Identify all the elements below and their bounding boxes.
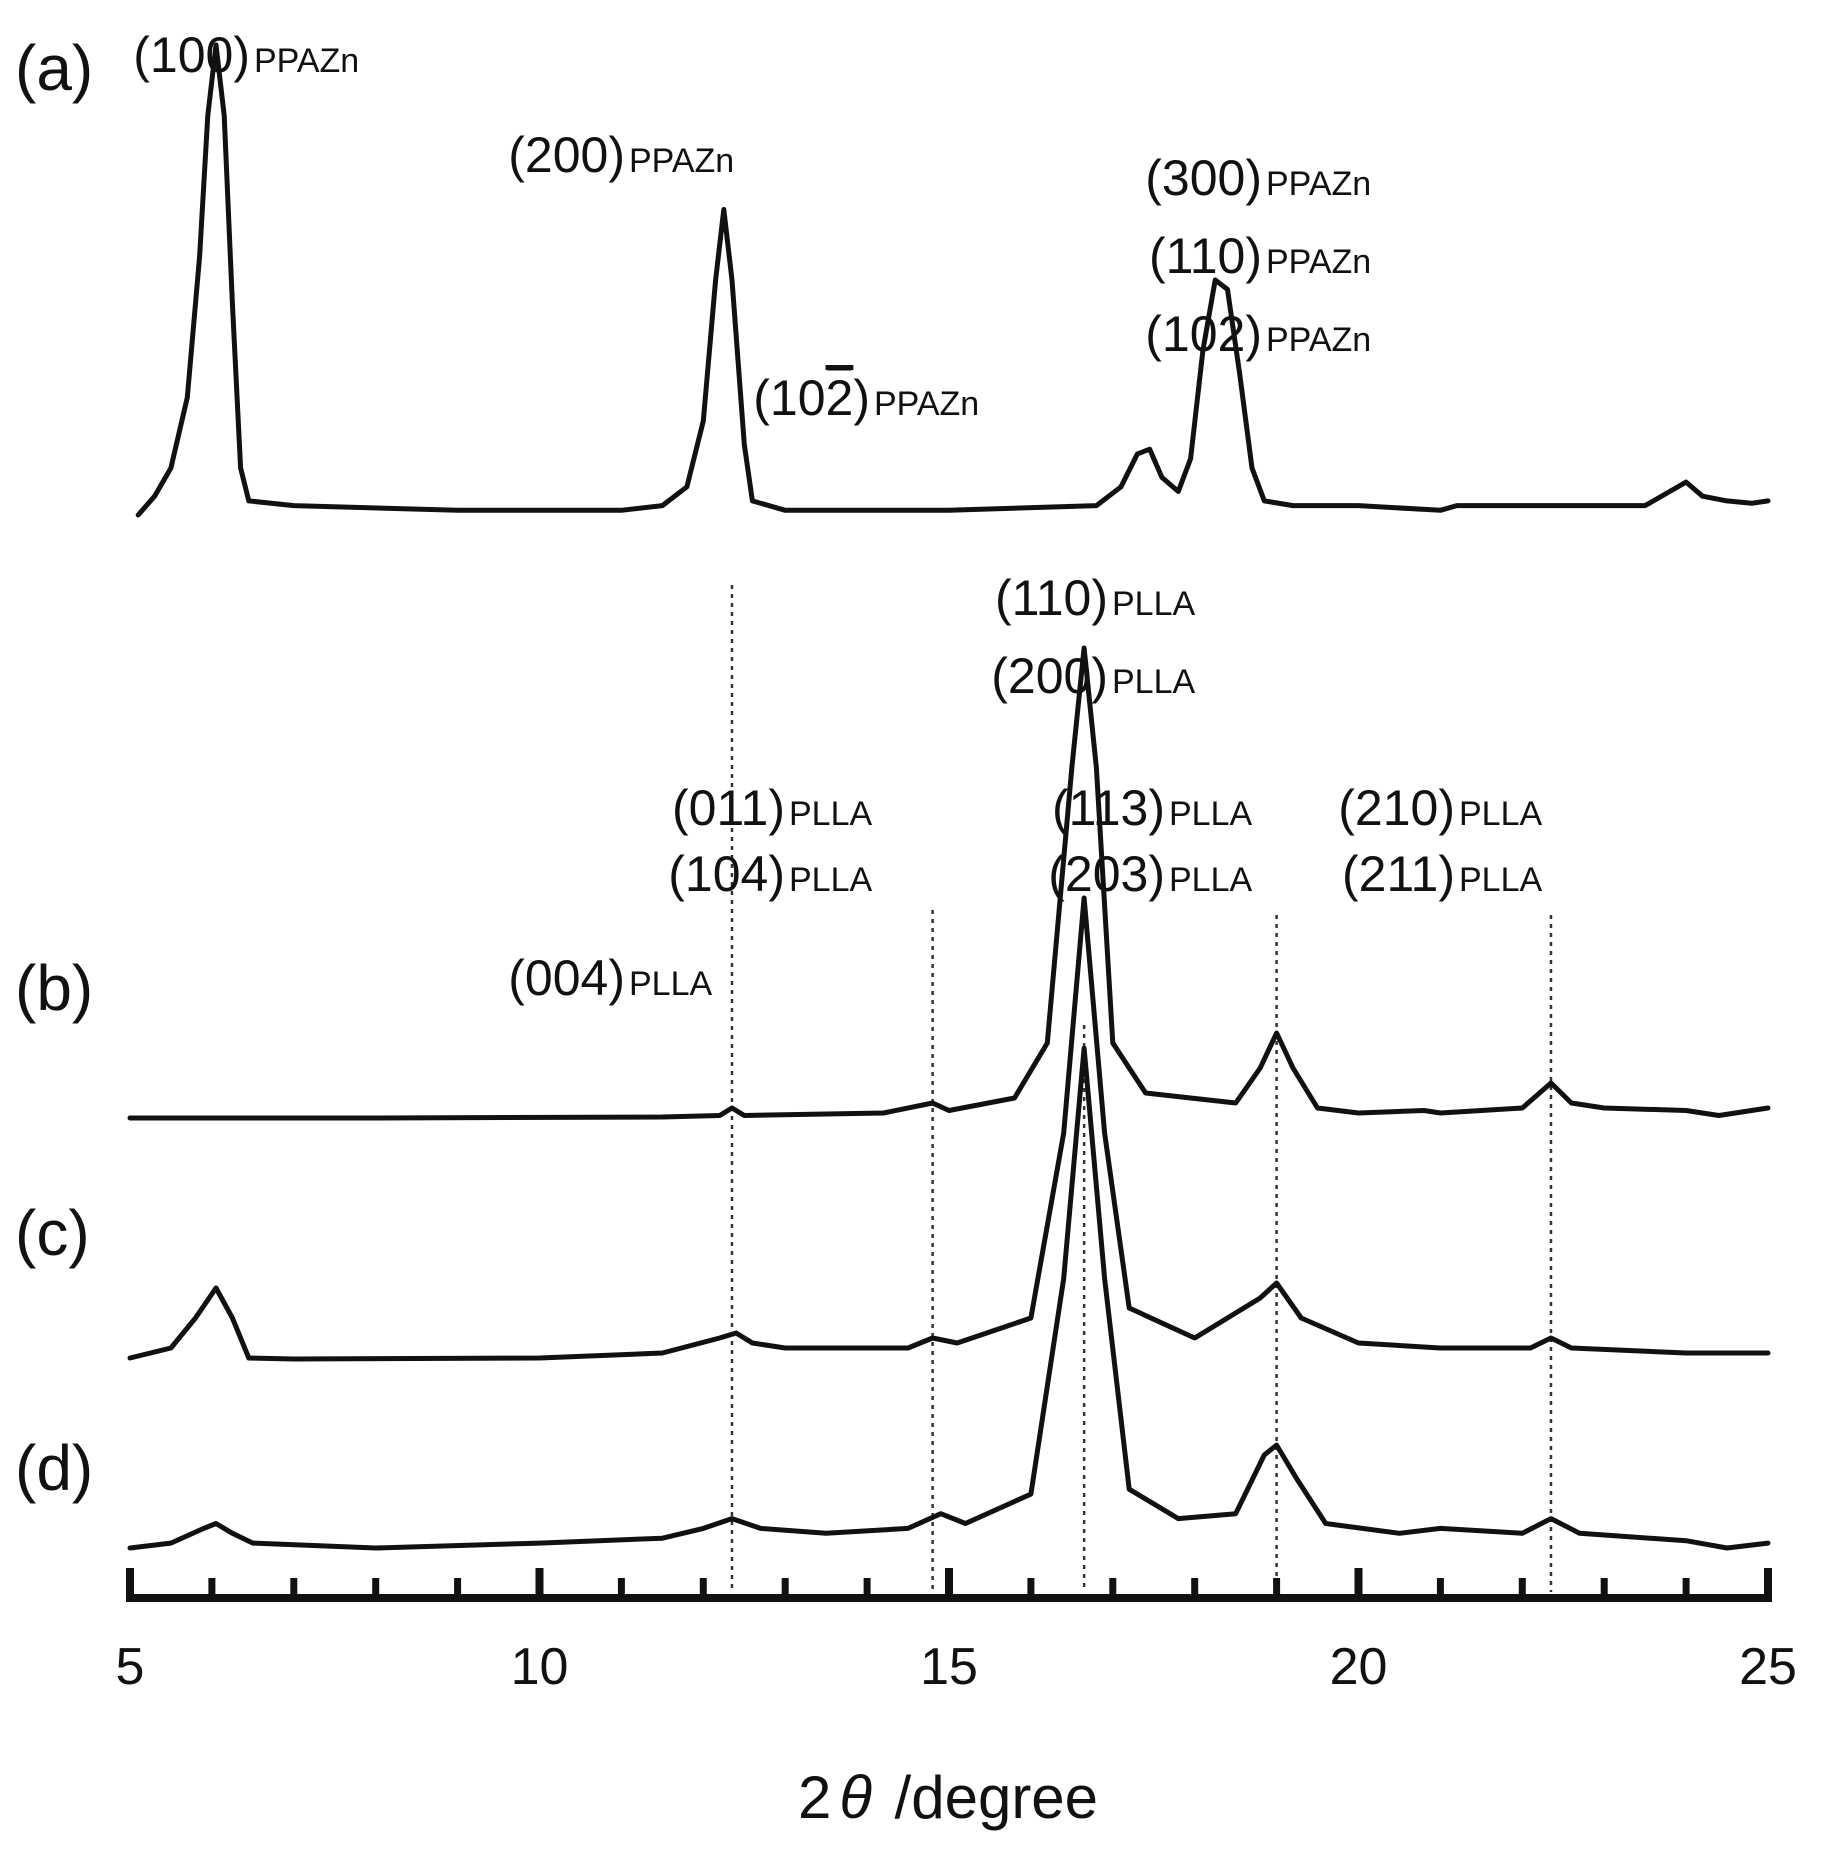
- x-tick-label: 20: [1330, 1638, 1388, 1696]
- peak-label-subscript: PLLA: [1112, 663, 1195, 701]
- peak-label-subscript: PPAZn: [1266, 243, 1371, 281]
- peak-label: (200): [508, 127, 625, 183]
- series-line: [127, 645, 1771, 1121]
- peak-label: (210): [1338, 780, 1455, 836]
- peak-label: (200): [991, 648, 1108, 704]
- x-tick-label: 5: [116, 1638, 145, 1696]
- peak-label-subscript: PLLA: [789, 861, 872, 899]
- peak-label-subscript: PPAZn: [629, 142, 734, 180]
- x-tick-label: 15: [920, 1638, 978, 1696]
- peak-label: (113): [1052, 780, 1165, 836]
- peak-label-subscript: PLLA: [789, 795, 872, 833]
- peak-label-subscript: PLLA: [1459, 795, 1542, 833]
- panel-label: (d): [15, 1432, 93, 1504]
- peak-label-subscript: PLLA: [1169, 861, 1252, 899]
- peak-label: (203): [1048, 846, 1165, 902]
- x-tick-label: 25: [1739, 1638, 1797, 1696]
- peak-label: (110): [995, 570, 1108, 626]
- series-line: [135, 42, 1771, 518]
- peak-label-subscript: PPAZn: [1266, 321, 1371, 359]
- x-tick-label: 10: [511, 1638, 569, 1696]
- peak-label: (211): [1342, 846, 1455, 902]
- peak-label: (011): [672, 780, 785, 836]
- peak-label: (102): [753, 370, 870, 426]
- peak-label-subscript: PLLA: [1112, 585, 1195, 623]
- peak-label: (100): [133, 27, 250, 83]
- panel-label: (a): [15, 32, 93, 104]
- peak-label: (110): [1149, 228, 1262, 284]
- peak-label: (102): [1145, 306, 1262, 362]
- peak-label-subscript: PLLA: [629, 965, 712, 1003]
- peak-label-subscript: PLLA: [1169, 795, 1252, 833]
- peak-label: (104): [668, 846, 785, 902]
- series-line: [127, 1045, 1771, 1551]
- peak-label-subscript: PPAZn: [874, 385, 979, 423]
- peak-label-subscript: PPAZn: [254, 42, 359, 80]
- peak-label-subscript: PLLA: [1459, 861, 1542, 899]
- series-line: [127, 895, 1771, 1362]
- panel-label: (c): [15, 1197, 90, 1269]
- peak-label: (004): [508, 950, 625, 1006]
- panel-label: (b): [15, 952, 93, 1024]
- peak-label-subscript: PPAZn: [1266, 165, 1371, 203]
- peak-label: (300): [1145, 150, 1262, 206]
